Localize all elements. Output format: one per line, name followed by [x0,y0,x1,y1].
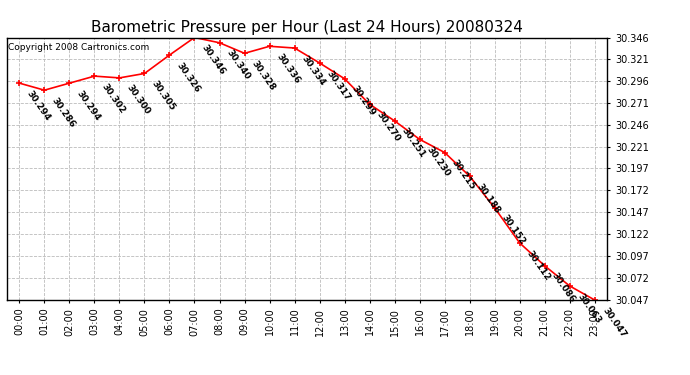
Text: 30.112: 30.112 [525,249,553,282]
Text: 30.188: 30.188 [475,182,502,215]
Text: 30.336: 30.336 [275,52,302,85]
Text: 30.305: 30.305 [150,79,177,112]
Text: 30.300: 30.300 [125,84,152,117]
Text: 30.334: 30.334 [300,54,327,87]
Text: 30.299: 30.299 [350,84,377,118]
Title: Barometric Pressure per Hour (Last 24 Hours) 20080324: Barometric Pressure per Hour (Last 24 Ho… [91,20,523,35]
Text: 30.294: 30.294 [75,89,102,122]
Text: 30.317: 30.317 [325,69,353,102]
Text: Copyright 2008 Cartronics.com: Copyright 2008 Cartronics.com [8,43,149,52]
Text: 30.230: 30.230 [425,145,452,178]
Text: 30.047: 30.047 [600,306,627,339]
Text: 30.340: 30.340 [225,48,253,82]
Text: 30.328: 30.328 [250,59,277,92]
Text: 30.346: 30.346 [200,43,227,76]
Text: 30.286: 30.286 [50,96,77,129]
Text: 30.152: 30.152 [500,213,527,247]
Text: 30.326: 30.326 [175,61,202,94]
Text: 30.294: 30.294 [25,89,52,122]
Text: 30.251: 30.251 [400,126,427,160]
Text: 30.063: 30.063 [575,291,602,325]
Text: 30.086: 30.086 [550,272,578,304]
Text: 30.302: 30.302 [100,82,127,115]
Text: 30.270: 30.270 [375,110,402,143]
Text: 30.215: 30.215 [450,158,477,192]
